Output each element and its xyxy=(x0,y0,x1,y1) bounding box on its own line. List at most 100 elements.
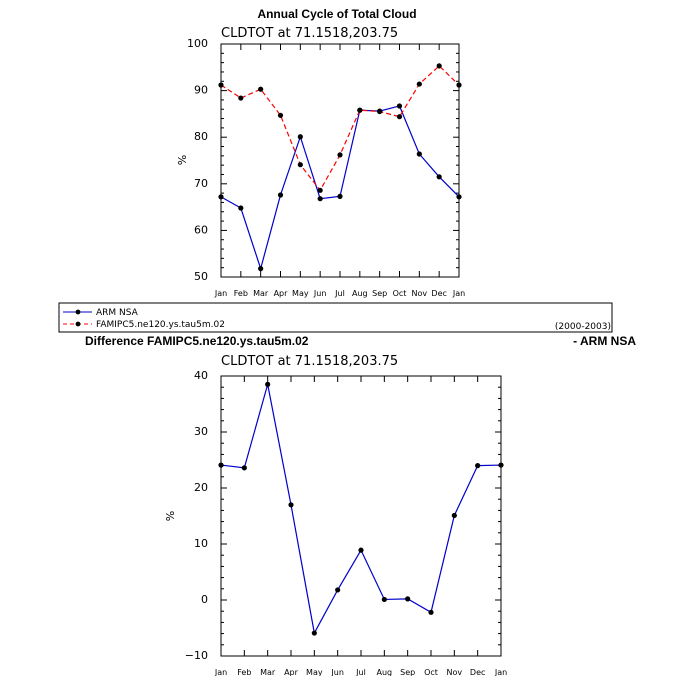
legend: ARM NSA FAMIPC5.ne120.ys.tau5m.02 (2000-… xyxy=(58,302,613,333)
top-xtick-label: Dec xyxy=(431,289,446,298)
bottom-series-line-0 xyxy=(220,384,502,635)
top-xtick-label: Mar xyxy=(253,289,269,298)
bottom-series-0-point xyxy=(335,587,341,593)
top-xtick-label: Aug xyxy=(352,289,368,298)
top-series-1-point xyxy=(317,187,323,193)
top-series-1-point xyxy=(337,152,343,158)
bottom-series-0-point xyxy=(451,512,457,519)
bottom-series-0-point xyxy=(475,463,481,469)
top-plot-frame xyxy=(220,43,460,278)
top-xtick-label: Feb xyxy=(234,289,248,298)
top-xtick-label: Jan xyxy=(214,289,227,298)
top-chart-ytick-labels: 50 60 70 80 90 100 xyxy=(187,37,208,283)
legend-period: (2000-2003) xyxy=(555,322,611,332)
top-chart-title: Annual Cycle of Total Cloud xyxy=(257,7,416,21)
bottom-xtick-label: Feb xyxy=(237,668,251,676)
bottom-plot-frame xyxy=(220,375,502,657)
bottom-series-0-point xyxy=(428,609,434,615)
bottom-chart-series xyxy=(218,381,504,636)
top-series-0-point xyxy=(317,196,323,202)
bottom-xtick-label: Mar xyxy=(260,668,276,676)
top-series-1-point xyxy=(456,82,462,88)
top-xtick-label: Jun xyxy=(313,289,327,298)
bottom-xtick-label: May xyxy=(306,668,323,676)
top-ytick-label: 50 xyxy=(194,270,208,283)
top-series-0-point xyxy=(337,193,343,199)
bottom-ytick-label: 0 xyxy=(201,593,208,606)
bottom-xtick-label: Apr xyxy=(284,668,299,676)
bottom-xtick-label: Oct xyxy=(424,668,438,676)
top-chart-ylabel: % xyxy=(176,155,189,165)
top-chart-series xyxy=(218,63,462,272)
legend-label-model: FAMIPC5.ne120.ys.tau5m.02 xyxy=(96,320,225,330)
top-xtick-label: Jul xyxy=(334,289,345,298)
top-chart-xtick-labels: Jan Feb Mar Apr May Jun Jul Aug Sep Oct … xyxy=(214,289,465,298)
top-ytick-label: 80 xyxy=(194,130,208,143)
top-series-0-point xyxy=(416,151,422,157)
bottom-ytick-label: −10 xyxy=(185,649,208,662)
bottom-chart-subtitle: CLDTOT at 71.1518,203.75 xyxy=(221,354,398,369)
top-series-0-point xyxy=(218,194,224,200)
top-series-0-point xyxy=(436,174,442,180)
top-series-1-point xyxy=(377,108,383,115)
bottom-ytick-label: 30 xyxy=(194,425,208,438)
top-series-1-point xyxy=(258,86,264,92)
legend-marker-model xyxy=(75,321,81,327)
top-series-1-point xyxy=(277,112,284,118)
top-xtick-label: Jan xyxy=(452,289,465,298)
top-ytick-label: 100 xyxy=(187,37,208,50)
bottom-chart-ytick-labels: −10 0 10 20 30 40 xyxy=(185,369,208,662)
bottom-xtick-label: Nov xyxy=(447,668,463,676)
legend-box xyxy=(58,302,613,333)
top-series-1-point xyxy=(396,114,403,120)
bottom-xtick-label: Jan xyxy=(494,668,507,676)
top-series-0-point xyxy=(238,205,244,211)
bottom-chart-axes xyxy=(220,375,502,657)
top-chart-subtitle: CLDTOT at 71.1518,203.75 xyxy=(221,26,398,41)
bottom-xtick-label: Jun xyxy=(330,668,344,676)
bottom-xtick-label: Jul xyxy=(355,668,366,676)
legend-label-arm: ARM NSA xyxy=(96,308,139,318)
top-ytick-label: 60 xyxy=(194,223,208,236)
bottom-chart-title-right: - ARM NSA xyxy=(573,334,636,348)
bottom-series-0-point xyxy=(498,462,504,468)
top-xtick-label: Sep xyxy=(372,289,387,298)
bottom-chart: Difference FAMIPC5.ne120.ys.tau5m.02 - A… xyxy=(85,334,636,676)
bottom-chart-ylabel: % xyxy=(164,511,177,521)
top-chart: Annual Cycle of Total Cloud CLDTOT at 71… xyxy=(176,7,465,298)
top-series-1-point xyxy=(218,82,224,88)
bottom-chart-xtick-labels: Jan Feb Mar Apr May Jun Jul Aug Sep Oct … xyxy=(214,668,507,676)
bottom-xtick-label: Aug xyxy=(377,668,393,676)
bottom-xtick-label: Jan xyxy=(214,668,227,676)
bottom-ytick-label: 10 xyxy=(194,537,208,550)
bottom-series-0-point xyxy=(381,596,387,603)
top-xtick-label: Nov xyxy=(412,289,428,298)
bottom-series-0-point xyxy=(358,547,364,553)
top-xtick-label: Oct xyxy=(393,289,407,298)
bottom-series-0-point xyxy=(218,462,224,468)
top-xtick-label: Apr xyxy=(274,289,289,298)
bottom-xtick-label: Sep xyxy=(400,668,415,676)
top-series-0-point xyxy=(258,266,264,272)
top-ytick-label: 90 xyxy=(194,84,208,97)
top-xtick-label: May xyxy=(292,289,309,298)
bottom-series-0-point xyxy=(265,381,271,387)
top-series-0-point xyxy=(396,103,403,109)
bottom-xtick-label: Dec xyxy=(470,668,485,676)
bottom-ytick-label: 20 xyxy=(194,481,208,494)
top-series-0-point xyxy=(297,134,303,140)
top-series-1-point xyxy=(297,162,303,168)
legend-marker-arm xyxy=(75,309,81,315)
top-series-0-point xyxy=(456,194,462,200)
top-series-1-point xyxy=(238,95,244,101)
top-series-1-point xyxy=(416,81,422,87)
top-series-line-0 xyxy=(220,105,460,271)
bottom-series-0-point xyxy=(288,502,294,508)
bottom-series-0-point xyxy=(241,465,247,471)
top-ytick-label: 70 xyxy=(194,177,208,190)
top-series-0-point xyxy=(277,192,284,198)
bottom-ytick-label: 40 xyxy=(194,369,208,382)
top-chart-axes xyxy=(220,43,460,278)
bottom-series-0-point xyxy=(311,630,317,636)
